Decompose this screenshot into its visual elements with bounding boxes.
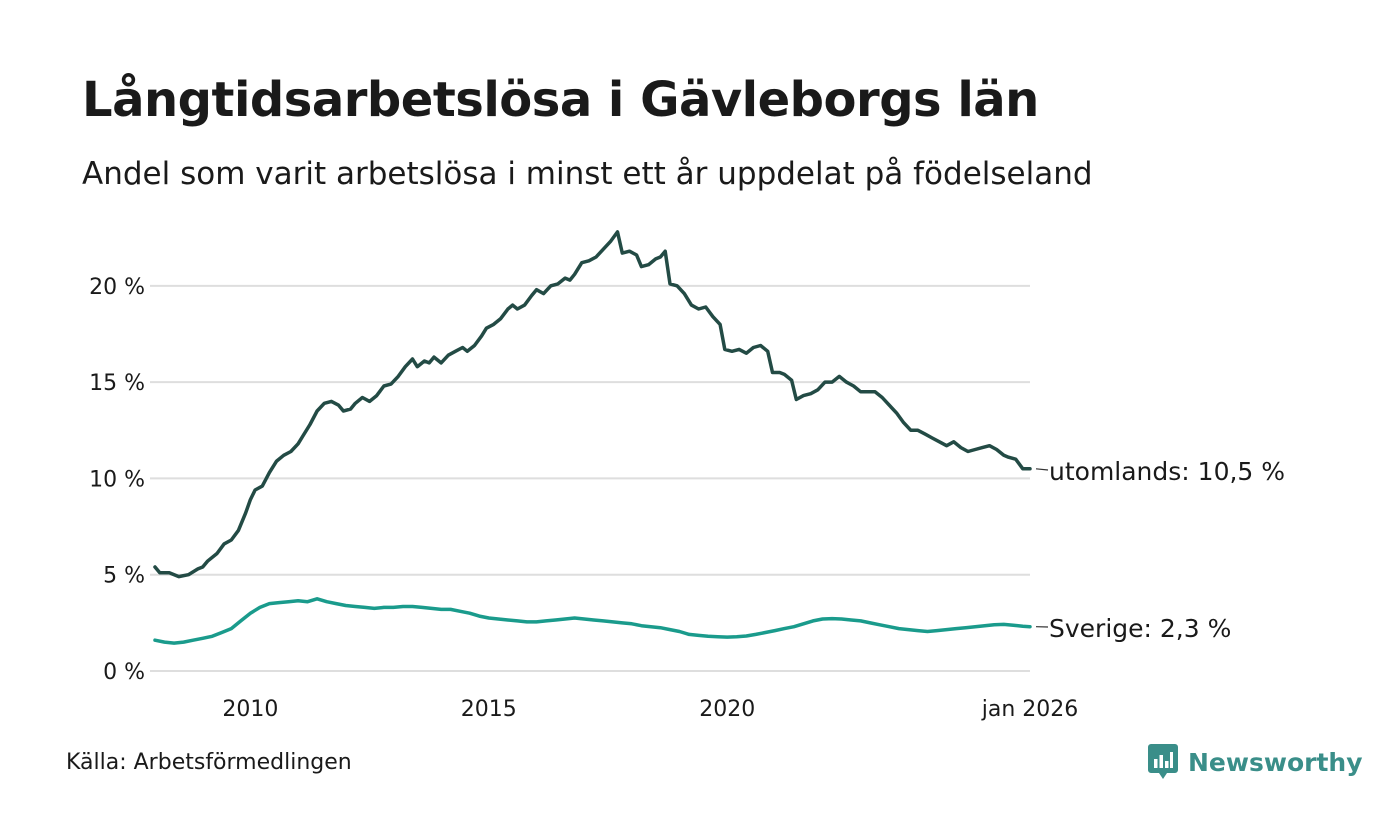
y-tick-label: 5 %: [103, 564, 145, 589]
brand-name: Newsworthy: [1188, 747, 1363, 777]
x-tick-label: 2010: [222, 697, 278, 722]
x-tick-label: 2020: [699, 697, 755, 722]
y-tick-label: 15 %: [89, 371, 145, 396]
series-end-labels: utomlands: 10,5 % Sverige: 2,3 %: [1035, 457, 1285, 643]
end-label-sverige: Sverige: 2,3 %: [1049, 614, 1231, 643]
chart-subtitle: Andel som varit arbetslösa i minst ett å…: [82, 156, 1093, 192]
series-line-utomlands: [153, 230, 1032, 579]
label-connector: [1035, 468, 1049, 471]
y-axis-ticks: 0 % 5 % 10 % 15 % 20 %: [89, 275, 145, 685]
y-tick-label: 10 %: [89, 467, 145, 492]
newsworthy-logo-icon: [1148, 744, 1178, 779]
x-tick-label: jan 2026: [981, 697, 1079, 722]
brand-logo: Newsworthy: [1148, 744, 1363, 780]
source-note: Källa: Arbetsförmedlingen: [66, 750, 352, 775]
series-lines: [153, 230, 1032, 645]
gridlines: [150, 284, 1030, 672]
end-label-utomlands: utomlands: 10,5 %: [1049, 457, 1285, 486]
x-axis-ticks: 2010 2015 2020 jan 2026: [222, 697, 1078, 722]
y-tick-label: 0 %: [103, 660, 145, 685]
chart-title: Långtidsarbetslösa i Gävleborgs län: [82, 72, 1039, 128]
y-tick-label: 20 %: [89, 275, 145, 300]
x-tick-label: 2015: [461, 697, 517, 722]
series-line-sverige: [153, 597, 1032, 645]
